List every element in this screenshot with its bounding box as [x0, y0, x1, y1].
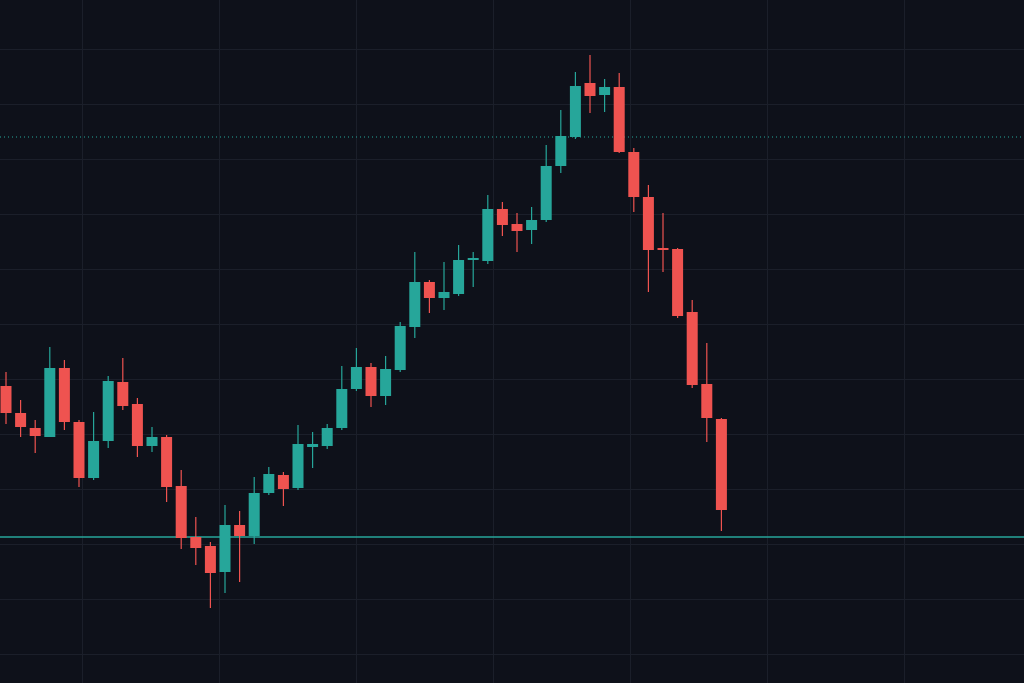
candle-body	[321, 428, 333, 446]
candle-body	[131, 404, 143, 446]
candle-body	[307, 444, 319, 447]
candle-body	[175, 486, 187, 538]
candle-body	[526, 220, 538, 230]
candle-body	[584, 83, 596, 96]
candle-body	[599, 87, 611, 95]
candle-body	[409, 282, 421, 327]
candle-body	[657, 248, 669, 250]
candle-body	[73, 422, 85, 478]
candle-body	[102, 381, 114, 441]
candle-body	[701, 384, 713, 418]
candle-body	[336, 389, 348, 428]
candle-body	[672, 249, 684, 316]
candle-body	[540, 166, 552, 220]
candle-body	[686, 312, 698, 385]
candle-body	[482, 209, 494, 261]
candle-body	[394, 326, 406, 370]
candle-body	[467, 258, 479, 260]
candle-body	[380, 369, 392, 396]
candle-body	[496, 209, 508, 225]
candle-body	[292, 444, 304, 488]
candle-body	[0, 386, 12, 413]
candle-body	[642, 197, 654, 250]
candle-body	[29, 428, 41, 436]
candle-body	[234, 525, 246, 536]
candle-body	[263, 474, 275, 493]
candle-body	[204, 546, 216, 573]
candle-body	[365, 367, 377, 396]
candle-body	[44, 368, 56, 437]
candle-body	[628, 152, 640, 197]
candle-body	[569, 86, 581, 137]
candle-body	[161, 437, 173, 487]
candle-body	[219, 525, 231, 572]
candle-body	[248, 493, 260, 536]
candle-body	[453, 260, 465, 294]
candle-body	[438, 292, 450, 298]
candle-body	[15, 413, 27, 427]
candle-body	[58, 368, 70, 422]
candle-body	[350, 367, 362, 389]
candle-body	[613, 87, 625, 152]
candle-body	[88, 441, 100, 478]
candle-body	[715, 419, 727, 510]
candle-body	[555, 136, 567, 166]
candle-body	[511, 224, 523, 231]
candle-body	[117, 382, 129, 406]
candle-body	[277, 475, 289, 489]
candle-body	[146, 437, 158, 446]
candle-body	[423, 282, 435, 298]
candle-body	[190, 537, 202, 548]
